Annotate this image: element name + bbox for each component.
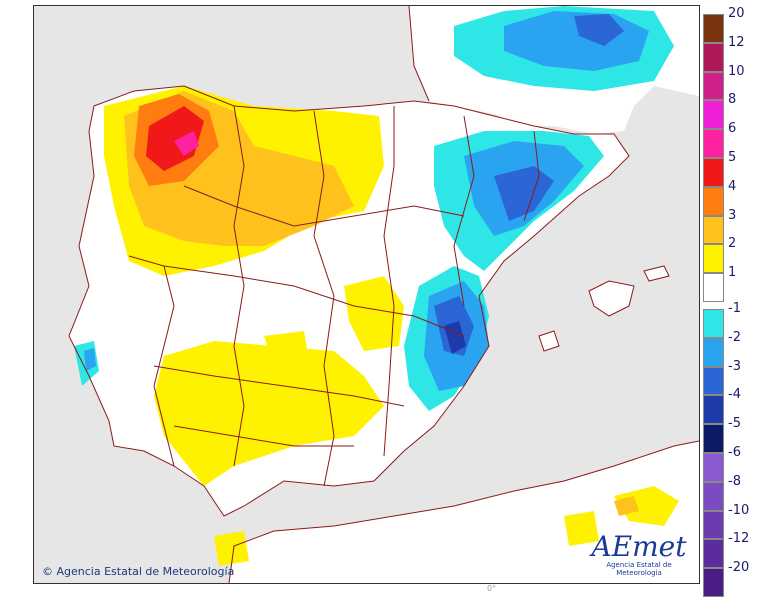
legend-label-pos-1: 12 — [728, 34, 745, 50]
agency-credit: © Agencia Estatal de Meteorología — [42, 565, 234, 578]
legend-swatch-pos-8 — [703, 244, 724, 274]
legend-swatch-neg-4 — [703, 424, 724, 453]
logo-subtitle: Agencia Estatal de Meteorología — [606, 561, 672, 577]
map-panel[interactable]: © Agencia Estatal de Meteorología AEmet … — [33, 5, 700, 584]
mallorca-land — [588, 280, 635, 317]
legend-swatch-neg-1 — [703, 337, 724, 367]
copyright-symbol: © — [42, 565, 53, 578]
legend-label-neg-2: -3 — [728, 358, 741, 374]
legend-label-neg-0: -1 — [728, 301, 741, 316]
legend-swatch-neg-8 — [703, 539, 724, 569]
meridian-label: 0° — [487, 584, 497, 593]
legend-swatch-neg-5 — [703, 453, 724, 482]
credit-text: Agencia Estatal de Meteorología — [56, 565, 235, 578]
legend-label-pos-9: 1 — [728, 265, 737, 281]
legend-label-pos-2: 10 — [728, 63, 745, 79]
legend-swatch-neg-9 — [703, 568, 724, 597]
legend-swatch-pos-1 — [703, 42, 724, 72]
cold-anomalies — [74, 6, 674, 411]
menorca-land — [643, 265, 670, 282]
borders — [68, 6, 699, 583]
legend-swatch-neg-3 — [703, 395, 724, 425]
legend-label-neg-7: -10 — [728, 502, 750, 518]
legend-swatch-neg-7 — [703, 510, 724, 540]
legend-label-pos-7: 3 — [728, 207, 737, 223]
legend-label-pos-4: 6 — [728, 121, 737, 137]
legend-label-pos-6: 4 — [728, 178, 737, 194]
legend-swatch-pos-3 — [703, 100, 724, 130]
legend-label-pos-5: 5 — [728, 150, 737, 165]
legend-label-neg-9: -20 — [728, 560, 750, 576]
legend-swatch-neg-0 — [703, 309, 724, 338]
temperature-anomaly-map — [68, 6, 699, 583]
color-legend: 20 12 10 8 6 5 4 3 2 1 -1 -2 -3 -4 -5 -6 -8 -10 -12 -20 — [703, 7, 760, 597]
aemet-logo: AEmet Agencia Estatal de Meteorología — [589, 530, 689, 578]
legend-label-neg-4: -5 — [728, 416, 741, 432]
legend-swatch-pos-7 — [703, 215, 724, 245]
warm-anomalies — [104, 86, 679, 566]
legend-swatch-pos-4 — [703, 129, 724, 158]
legend-label-neg-3: -4 — [728, 387, 741, 403]
legend-swatch-pos-2 — [703, 71, 724, 101]
legend-swatch-pos-5 — [703, 158, 724, 187]
legend-swatch-pos-9 — [703, 273, 724, 302]
legend-label-neg-1: -2 — [728, 329, 741, 345]
legend-label-neg-6: -8 — [728, 473, 741, 489]
legend-swatch-pos-6 — [703, 186, 724, 216]
legend-swatch-neg-2 — [703, 366, 724, 396]
legend-swatch-neg-6 — [703, 481, 724, 511]
legend-swatch-pos-0 — [703, 14, 724, 43]
africa-land — [229, 441, 699, 583]
legend-label-pos-3: 8 — [728, 92, 737, 108]
logo-text: AEmet — [591, 530, 687, 563]
legend-label-pos-0: 20 — [728, 6, 745, 21]
ibiza-land — [538, 330, 560, 352]
legend-label-neg-5: -6 — [728, 445, 741, 460]
legend-label-pos-8: 2 — [728, 236, 737, 252]
legend-label-neg-8: -12 — [728, 531, 750, 547]
